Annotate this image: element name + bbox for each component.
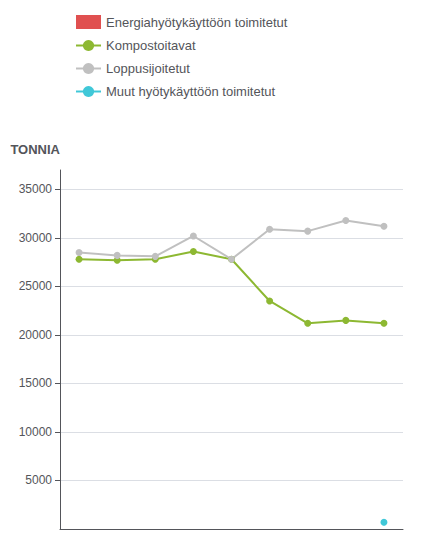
svg-text:35000: 35000 — [19, 182, 53, 196]
svg-text:10000: 10000 — [19, 425, 53, 439]
svg-text:15000: 15000 — [19, 376, 53, 390]
svg-text:25000: 25000 — [19, 279, 53, 293]
svg-text:5000: 5000 — [25, 473, 52, 487]
svg-text:Muut hyötykäyttöön toimitetut: Muut hyötykäyttöön toimitetut — [106, 84, 275, 99]
svg-text:Kompostoitavat: Kompostoitavat — [106, 38, 196, 53]
svg-text:TONNIA: TONNIA — [10, 142, 60, 157]
svg-text:30000: 30000 — [19, 231, 53, 245]
svg-text:Loppusijoitetut: Loppusijoitetut — [106, 61, 190, 76]
svg-text:20000: 20000 — [19, 328, 53, 342]
svg-text:Energiahyötykäyttöön toimitetu: Energiahyötykäyttöön toimitetut — [106, 15, 288, 30]
